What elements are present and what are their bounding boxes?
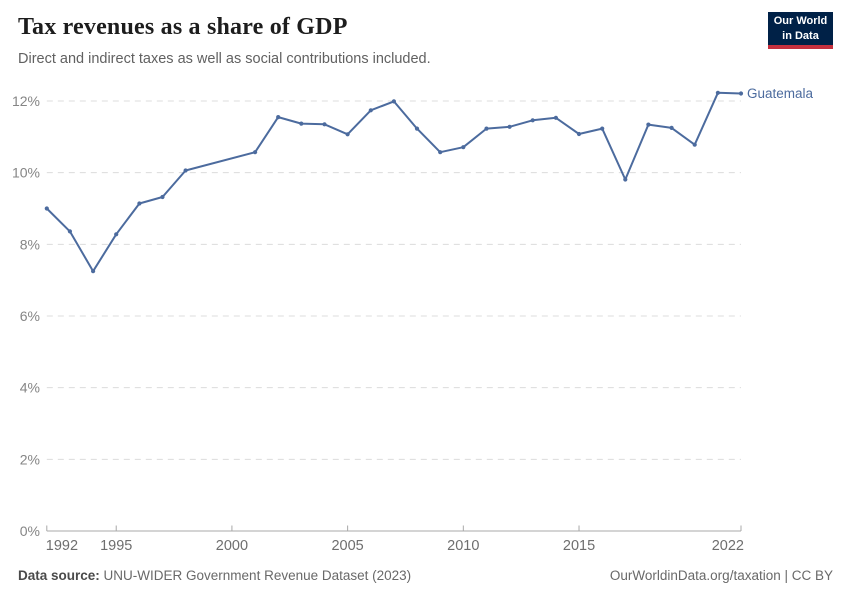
data-point[interactable] xyxy=(322,122,327,127)
y-tick-label: 0% xyxy=(20,523,40,539)
data-point[interactable] xyxy=(600,126,605,131)
data-point[interactable] xyxy=(183,168,188,173)
y-tick-label: 10% xyxy=(12,165,40,181)
page-title: Tax revenues as a share of GDP xyxy=(18,14,348,40)
data-point[interactable] xyxy=(715,90,721,95)
data-point[interactable] xyxy=(646,122,651,127)
data-point[interactable] xyxy=(461,145,466,150)
x-tick-label: 1992 xyxy=(46,538,78,554)
chart-footer: Data source: UNU-WIDER Government Revenu… xyxy=(0,566,850,590)
logo-line-2: in Data xyxy=(782,29,819,42)
data-point[interactable] xyxy=(160,194,165,200)
x-tick-label: 2010 xyxy=(447,538,479,554)
line-chart-canvas[interactable]: 0% 2% 4% 6% 8% 10% 12% 1992 1995 2000 2005 2010 2015… xyxy=(0,0,850,566)
data-point[interactable] xyxy=(414,126,420,131)
attribution-link[interactable]: OurWorldinData.org/taxation | CC BY xyxy=(609,568,833,583)
entity-label[interactable]: Guatemala xyxy=(747,86,814,101)
data-point[interactable] xyxy=(91,269,96,274)
data-source-label: Data source: xyxy=(18,568,100,583)
data-point[interactable] xyxy=(669,125,674,130)
x-tick-label: 2005 xyxy=(331,538,363,554)
data-point[interactable] xyxy=(137,201,142,206)
data-point[interactable] xyxy=(507,124,512,129)
data-point[interactable] xyxy=(67,229,72,234)
data-point[interactable] xyxy=(345,132,350,137)
data-point[interactable] xyxy=(692,142,697,147)
data-source-name: UNU-WIDER Government Revenue Dataset (20… xyxy=(103,568,412,583)
data-point[interactable] xyxy=(299,121,304,126)
x-tick-label: 2022 xyxy=(712,538,744,554)
page-subtitle: Direct and indirect taxes as well as soc… xyxy=(18,51,431,67)
data-point[interactable] xyxy=(276,115,281,120)
data-point[interactable] xyxy=(253,150,258,155)
data-point[interactable] xyxy=(114,232,119,237)
logo-line-1: Our World xyxy=(773,15,828,28)
data-point[interactable] xyxy=(484,126,489,131)
owid-logo[interactable]: Our World in Data xyxy=(768,12,833,49)
data-point[interactable] xyxy=(553,115,559,120)
x-tick-label: 2000 xyxy=(216,538,248,554)
data-point[interactable] xyxy=(738,91,744,96)
data-point[interactable] xyxy=(44,206,49,211)
y-tick-label: 8% xyxy=(20,236,40,252)
y-tick-label: 2% xyxy=(20,451,40,467)
data-point[interactable] xyxy=(368,108,373,113)
data-source-line: Data source: UNU-WIDER Government Revenu… xyxy=(18,568,411,583)
data-point[interactable] xyxy=(391,99,396,104)
y-tick-label: 12% xyxy=(12,93,40,109)
data-point[interactable] xyxy=(623,177,628,182)
data-point[interactable] xyxy=(576,131,582,137)
data-point[interactable] xyxy=(530,118,535,123)
y-tick-label: 4% xyxy=(20,380,40,396)
x-tick-label: 2015 xyxy=(563,538,595,554)
data-point[interactable] xyxy=(438,150,443,155)
y-tick-label: 6% xyxy=(20,308,40,324)
x-tick-label: 1995 xyxy=(100,538,132,554)
